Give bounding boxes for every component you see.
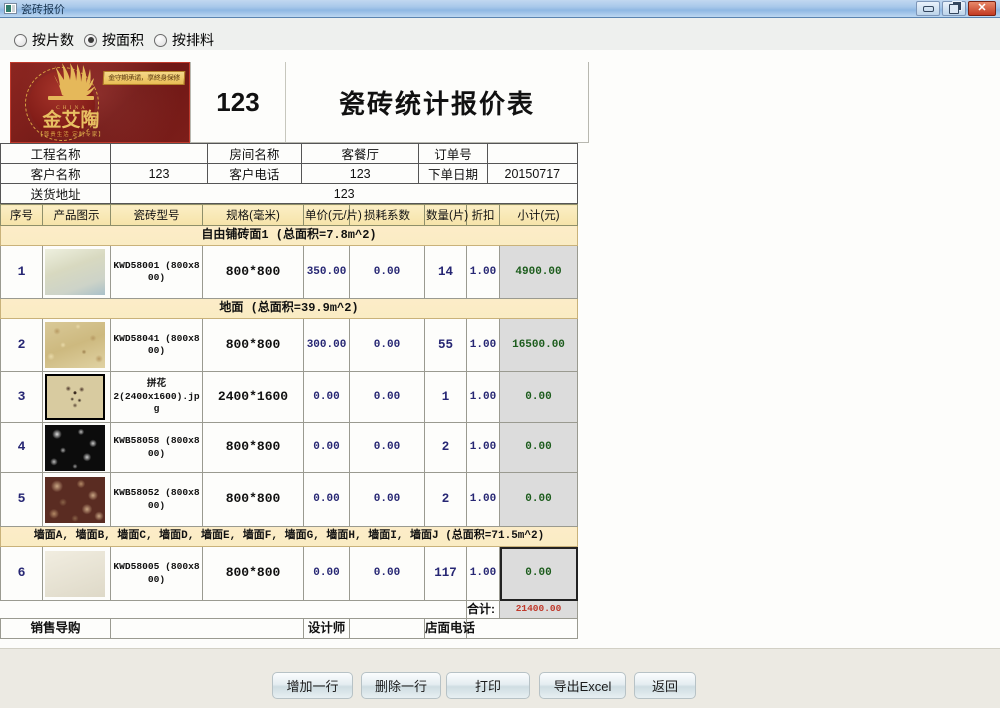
svg-text:金艾陶: 金艾陶 bbox=[41, 108, 99, 131]
svg-text:【尊贵生活 定制专家】: 【尊贵生活 定制专家】 bbox=[37, 130, 105, 138]
